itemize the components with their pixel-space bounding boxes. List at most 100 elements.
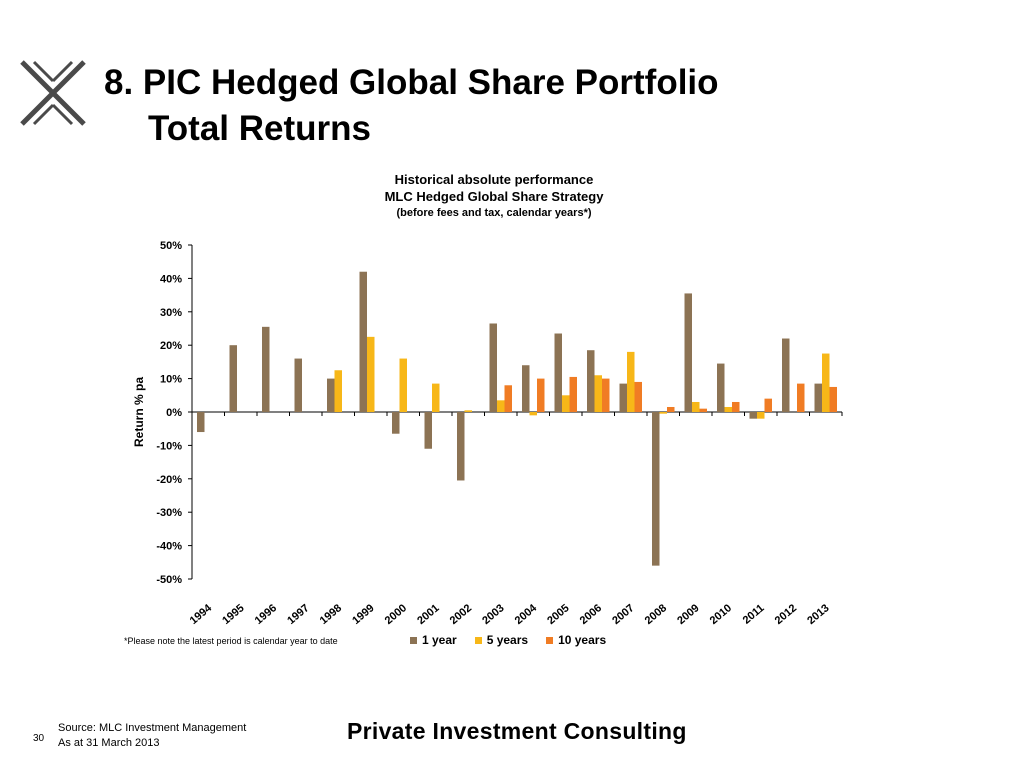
bar-1-year-2004 (522, 365, 530, 412)
chart-title: Historical absolute performance (394, 172, 594, 187)
bar-10-years-2010 (732, 401, 740, 412)
y-tick-label: -30% (156, 507, 182, 519)
bar-5-years-2004 (529, 412, 537, 416)
page-number: 30 (33, 733, 45, 744)
x-tick-label: 2007 (610, 602, 636, 627)
bar-1-year-2000 (392, 412, 400, 434)
x-tick-label: 2009 (675, 602, 701, 627)
legend-swatch-10-years (546, 636, 554, 644)
slide-title-line2: Total Returns (148, 109, 371, 148)
x-tick-label: 2001 (415, 602, 441, 627)
legend-label-1-year: 1 year (422, 633, 457, 647)
chart-legend: 1 year 5 years 10 years (410, 633, 606, 647)
bar-10-years-2004 (537, 378, 545, 412)
legend-item-5-years: 5 years (474, 633, 529, 647)
bar-5-years-2003 (497, 400, 505, 412)
source-note: Source: MLC Investment Management As at … (58, 721, 246, 751)
x-tick-label: 2012 (773, 602, 799, 627)
x-tick-label: 1998 (318, 602, 344, 627)
bar-10-years-2003 (504, 385, 512, 412)
bar-1-year-1997 (294, 358, 302, 412)
bar-10-years-2013 (829, 386, 837, 412)
legend-swatch-5-years (474, 636, 482, 644)
y-axis-label: Return % pa (132, 377, 146, 447)
x-tick-label: 2008 (643, 602, 669, 627)
bar-5-years-2011 (757, 412, 765, 419)
legend-label-10-years: 10 years (558, 633, 607, 647)
bar-5-years-2002 (464, 410, 472, 412)
bar-1-year-1998 (327, 378, 335, 412)
y-tick-label: 20% (160, 340, 182, 352)
bar-1-year-2001 (424, 412, 432, 449)
y-tick-label: 0% (166, 407, 182, 419)
x-tick-label: 1994 (188, 602, 215, 627)
brand-wordmark: Private Investment Consulting (347, 718, 687, 744)
x-tick-label: 1999 (350, 602, 376, 627)
x-tick-label: 2003 (480, 602, 506, 627)
bar-1-year-2009 (684, 293, 692, 412)
bar-5-years-1998 (334, 370, 342, 412)
y-tick-label: -50% (156, 574, 182, 586)
company-logo (20, 60, 86, 126)
bar-1-year-1999 (359, 271, 367, 412)
bar-5-years-2013 (822, 353, 830, 412)
bar-10-years-2006 (602, 378, 610, 412)
bar-10-years-2012 (797, 383, 805, 412)
bar-1-year-2003 (489, 323, 497, 412)
x-tick-label: 2011 (741, 602, 767, 627)
bar-10-years-2005 (569, 376, 577, 412)
x-tick-label: 2002 (448, 602, 474, 627)
bar-1-year-2013 (814, 383, 822, 412)
y-tick-label: -40% (156, 541, 182, 553)
bar-5-years-2005 (562, 395, 570, 412)
x-tick-label: 2005 (545, 602, 571, 627)
legend-item-10-years: 10 years (546, 633, 606, 647)
bar-10-years-2011 (764, 398, 772, 412)
chart-subtitle: MLC Hedged Global Share Strategy (384, 189, 604, 204)
y-tick-label: 30% (160, 307, 182, 319)
chart-subtitle-note: (before fees and tax, calendar years*) (396, 207, 592, 219)
footnote: *Please note the latest period is calend… (124, 636, 338, 646)
bar-1-year-2006 (587, 350, 595, 412)
y-tick-label: -20% (156, 474, 182, 486)
y-tick-label: 40% (160, 273, 182, 285)
slide-title-line1: 8. PIC Hedged Global Share Portfolio (104, 63, 719, 102)
y-tick-label: -10% (156, 440, 182, 452)
slide-title: 8. PIC Hedged Global Share Portfolio Tot… (104, 60, 719, 152)
bar-1-year-1996 (262, 326, 270, 412)
source-line-2: As at 31 March 2013 (58, 737, 160, 749)
bar-1-year-2012 (782, 338, 790, 412)
x-tick-label: 1997 (285, 602, 311, 627)
bar-5-years-2009 (692, 401, 700, 412)
bar-10-years-2008 (667, 406, 675, 412)
source-line-1: Source: MLC Investment Management (58, 722, 247, 734)
bar-5-years-2007 (627, 351, 635, 412)
bar-1-year-2007 (619, 383, 627, 412)
x-tick-label: 2013 (805, 602, 831, 627)
bar-1-year-1995 (229, 345, 237, 412)
x-tick-label: 1995 (220, 602, 246, 627)
y-tick-label: 10% (160, 374, 182, 386)
legend-item-1-year: 1 year (410, 633, 457, 647)
x-tick-label: 2006 (578, 602, 604, 627)
bar-1-year-2008 (652, 412, 660, 566)
x-tick-label: 2010 (708, 602, 734, 627)
bar-5-years-1999 (367, 336, 375, 412)
bar-1-year-2011 (749, 412, 757, 419)
bar-10-years-2007 (634, 381, 642, 412)
x-tick-label: 2000 (383, 602, 409, 627)
bar-5-years-2008 (659, 412, 667, 414)
bar-10-years-2009 (699, 408, 707, 412)
x-tick-label: 2004 (513, 602, 540, 627)
legend-label-5-years: 5 years (486, 633, 529, 647)
bar-1-year-2010 (717, 363, 725, 412)
x-tick-label: 1996 (253, 602, 279, 627)
bar-5-years-2001 (432, 383, 440, 412)
bar-1-year-1994 (197, 412, 205, 433)
bar-1-year-2002 (457, 412, 465, 481)
bar-5-years-2006 (594, 375, 602, 412)
bar-5-years-2010 (724, 406, 732, 412)
bar-5-years-2000 (399, 358, 407, 412)
y-tick-label: 50% (160, 240, 182, 252)
